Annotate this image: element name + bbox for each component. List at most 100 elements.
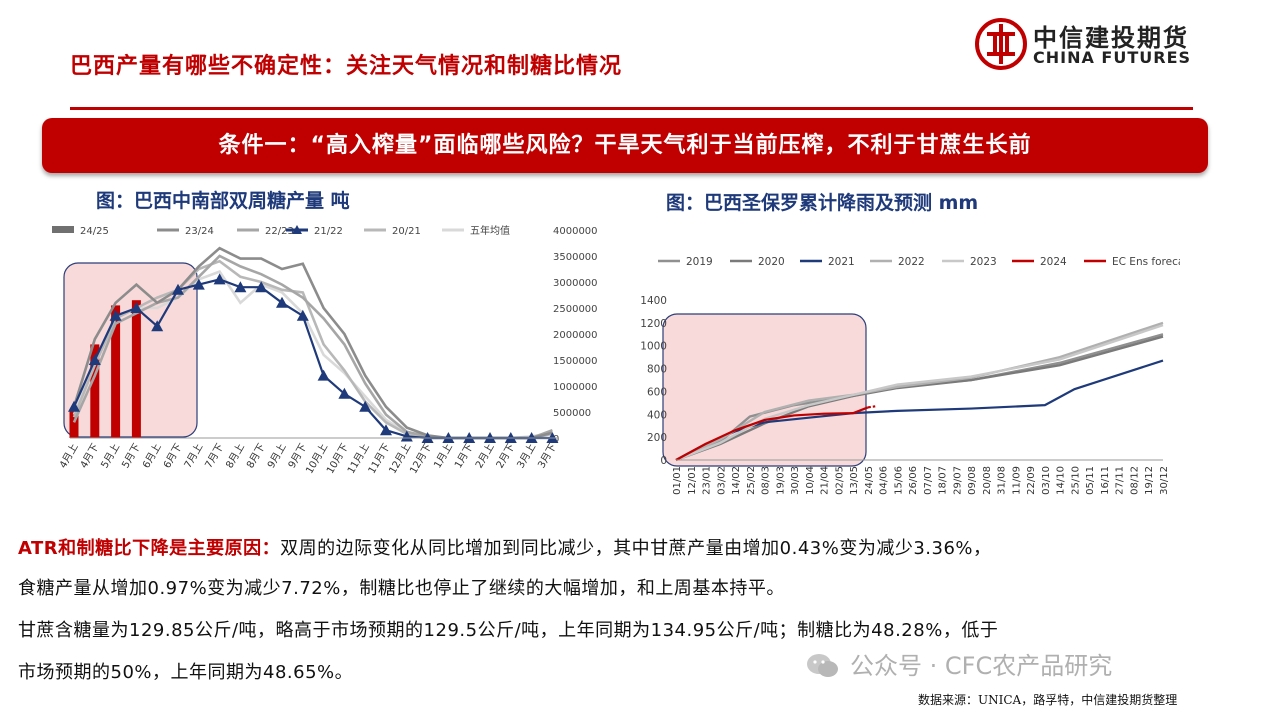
paragraph-line-1: ATR和制糖比下降是主要原因：双周的边际变化从同比增加到同比减少，其中甘蔗产量由… [18, 536, 992, 562]
x-tick-label: 2月上 [473, 442, 497, 471]
x-tick-label: 20/08 [982, 466, 993, 495]
x-tick-label: 6月上 [140, 442, 164, 471]
y-tick-label: 0 [660, 455, 667, 467]
marker-21-22 [380, 424, 392, 436]
legend-label: 21/22 [314, 226, 343, 237]
x-tick-label: 14/10 [1056, 466, 1067, 495]
x-tick-label: 23/01 [702, 466, 713, 495]
marker-21-22 [213, 273, 226, 285]
x-tick-label: 3月上 [515, 441, 539, 470]
marker-21-22 [234, 281, 247, 293]
y-tick-label: 600 [647, 386, 667, 398]
legend-item-24/25: 24/25 [52, 226, 109, 237]
y-tick-label: 400 [647, 409, 667, 421]
marker-21-22 [255, 281, 268, 293]
x-tick-label: 3月下 [535, 442, 559, 471]
marker-21-22 [276, 296, 288, 308]
x-tick-label: 18/07 [938, 466, 949, 495]
x-tick-label: 30/12 [1159, 466, 1170, 495]
legend-label: 2024 [1040, 256, 1067, 268]
legend-label: 22/23 [265, 226, 294, 237]
marker-21-22 [359, 400, 372, 412]
legend-label: 2021 [828, 256, 855, 268]
marker-21-22 [192, 278, 205, 290]
legend-item-2019: 2019 [658, 256, 713, 268]
logo-text-en: CHINA FUTURES [1033, 48, 1192, 67]
legend-item-22/23: 22/23 [237, 226, 294, 237]
legend-item-20/21: 20/21 [364, 226, 421, 237]
marker-21-22 [296, 309, 309, 321]
x-tick-label: 14/02 [731, 466, 742, 495]
x-tick-label: 25/10 [1070, 466, 1081, 495]
paragraph-lead: ATR和制糖比下降是主要原因： [18, 538, 281, 559]
bar-24-25 [111, 305, 121, 438]
x-tick-label: 26/06 [908, 466, 919, 495]
marker-21-22 [317, 369, 330, 381]
legend-label: 2022 [898, 256, 925, 268]
paragraph-line-4: 市场预期的50%，上年同期为48.65%。 [18, 662, 354, 683]
x-tick-label: 4月下 [78, 442, 102, 471]
x-tick-label: 19/03 [775, 466, 786, 495]
paragraph-line-1-text: 双周的边际变化从同比增加到同比减少，其中甘蔗产量由增加0.43%变为减少3.36… [280, 538, 992, 559]
x-tick-label: 08/03 [761, 466, 772, 495]
x-tick-label: 9月上 [265, 442, 289, 471]
x-tick-label: 10/04 [805, 466, 816, 495]
legend-label: 20/21 [392, 226, 421, 237]
x-tick-label: 29/07 [952, 466, 963, 495]
x-tick-label: 01/01 [672, 466, 683, 495]
y-tick-label: 1000000 [553, 382, 598, 393]
x-tick-label: 09/08 [967, 466, 978, 495]
paragraph-line-3: 甘蔗含糖量为129.85公斤/吨，略高于市场预期的129.5公斤/吨，上年同期为… [18, 620, 999, 641]
watermark: 公众号 · CFC农产品研究 [850, 652, 1113, 680]
x-tick-label: 24/05 [864, 466, 875, 495]
series-line-2024 [675, 406, 869, 461]
legend-item-2023: 2023 [942, 256, 997, 268]
x-tick-label: 7月下 [203, 442, 227, 471]
y-tick-label: 1400 [640, 295, 667, 307]
legend-label: 2023 [970, 256, 997, 268]
marker-21-22 [130, 302, 143, 313]
x-tick-label: 07/07 [923, 466, 934, 495]
series-line-EC Ens forecast [867, 405, 876, 409]
legend-label: EC Ens forecast [1112, 256, 1180, 268]
x-tick-label: 5月下 [119, 442, 143, 471]
x-tick-label: 05/11 [1085, 466, 1096, 495]
x-tick-label: 02/05 [834, 466, 845, 495]
y-tick-label: 3000000 [553, 278, 598, 289]
marker-21-22 [400, 430, 413, 442]
x-tick-label: 8月上 [223, 442, 247, 471]
series-line-2023 [675, 324, 1164, 462]
bar-24-25 [90, 344, 100, 438]
y-tick-label: 1500000 [553, 356, 598, 367]
legend-item-2020: 2020 [730, 256, 785, 268]
x-tick-label: 03/02 [716, 466, 727, 495]
x-tick-label: 5月上 [99, 442, 123, 471]
condition-banner: 条件一：“高入榨量”面临哪些风险？干旱天气利于当前压榨，不利于甘蔗生长前 [42, 118, 1208, 173]
y-tick-label: 3500000 [553, 252, 598, 263]
bar-24-25 [69, 409, 79, 438]
legend-item-五年均值: 五年均值 [442, 224, 510, 237]
marker-21-22 [109, 309, 122, 321]
legend-item-21/22: 21/22 [286, 225, 343, 237]
x-tick-label: 22/09 [1026, 466, 1037, 495]
legend-label: 2019 [686, 256, 713, 268]
x-tick-label: 13/05 [849, 466, 860, 495]
x-tick-label: 12/01 [687, 466, 698, 495]
x-tick-label: 1月上 [431, 442, 455, 471]
legend-item-23/24: 23/24 [157, 226, 214, 237]
x-tick-label: 15/06 [893, 466, 904, 495]
legend-label: 五年均值 [470, 224, 510, 237]
legend-item-EC Ens forecast: EC Ens forecast [1084, 256, 1180, 268]
x-tick-label: 7月上 [182, 442, 206, 471]
y-tick-label: 500000 [553, 408, 591, 419]
wechat-icon [807, 654, 838, 677]
x-tick-label: 19/12 [1144, 466, 1155, 495]
x-tick-label: 11/09 [1011, 466, 1022, 495]
x-tick-label: 08/12 [1129, 466, 1140, 495]
paragraph-line-2: 食糖产量从增加0.97%变为减少7.72%，制糖比也停止了继续的大幅增加，和上周… [18, 578, 785, 599]
x-tick-label: 8月下 [244, 442, 268, 471]
y-tick-label: 800 [647, 364, 667, 376]
citic-emblem-icon [975, 18, 1027, 70]
bar-24-25 [131, 300, 141, 438]
x-tick-label: 04/06 [879, 466, 890, 495]
